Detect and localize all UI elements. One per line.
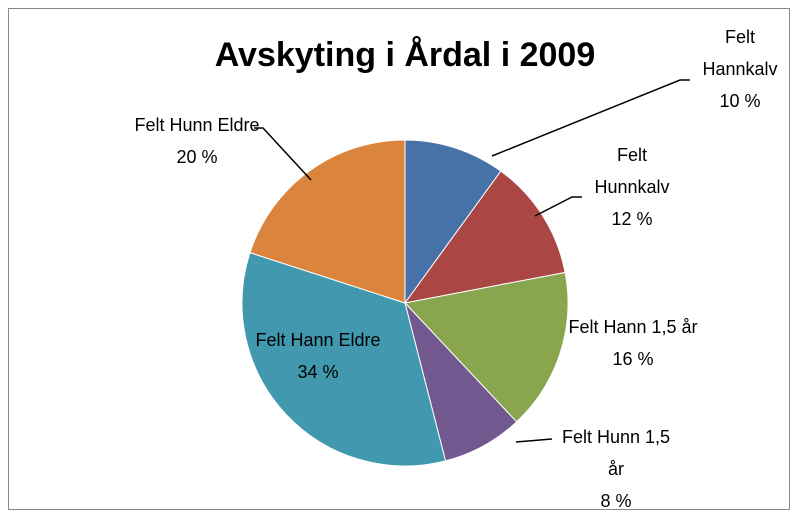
value-label: 20 % (176, 147, 218, 167)
value-label: 8 % (600, 491, 632, 511)
leader-line (254, 127, 312, 181)
category-label: Felt Hann 1,5 år (568, 317, 698, 337)
data-label: Felt Hunn 1,5 år 8 % (552, 421, 680, 517)
category-label: Felt Hunnkalv (594, 145, 670, 197)
leader-line (515, 438, 553, 443)
leader-line (534, 196, 582, 217)
value-label: 10 % (719, 91, 761, 111)
pie (241, 139, 569, 467)
category-label: Felt Hann Eldre (255, 330, 381, 350)
data-label: Felt Hunnkalv 12 % (580, 139, 684, 235)
data-label: Felt Hunn Eldre 20 % (130, 109, 264, 173)
pie-slice (404, 271, 569, 423)
category-label: Felt Hunn 1,5 år (561, 427, 671, 479)
category-label: Felt Hunn Eldre (134, 115, 260, 135)
leader-line (491, 79, 690, 157)
pie-slice (241, 251, 447, 467)
value-label: 12 % (611, 209, 653, 229)
data-label: Felt Hann Eldre 34 % (250, 324, 386, 388)
pie-slice (403, 170, 566, 304)
category-label: Felt Hannkalv (702, 27, 778, 79)
data-label: Felt Hann 1,5 år 16 % (566, 311, 700, 375)
value-label: 34 % (297, 362, 339, 382)
chart-title: Avskyting i Årdal i 2009 (214, 36, 596, 74)
value-label: 16 % (612, 349, 654, 369)
pie-slice (249, 139, 406, 304)
pie-slice (404, 139, 502, 305)
leader-lines (254, 79, 690, 443)
data-label: Felt Hannkalv 10 % (690, 21, 790, 117)
